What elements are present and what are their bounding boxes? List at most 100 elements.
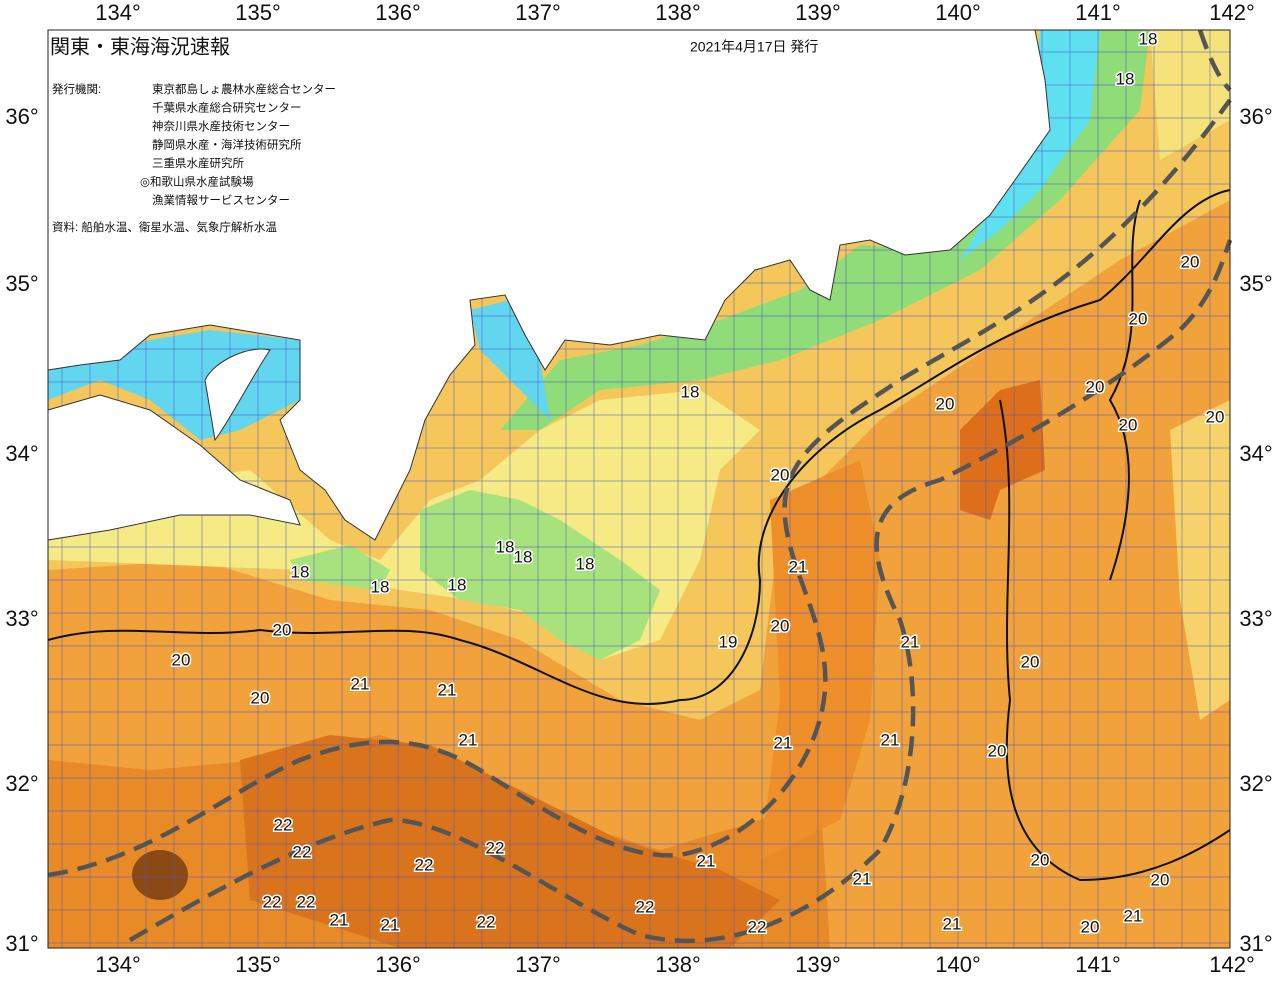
kuroshio-south <box>128 239 1233 944</box>
contour-label: 20 <box>1206 407 1225 426</box>
lon-label-bottom: 141° <box>1075 952 1121 977</box>
issuer: 漁業情報サービスセンター <box>152 193 290 207</box>
contour-label: 22 <box>297 892 316 911</box>
contour-label: 22 <box>486 838 505 857</box>
contour-label: 18 <box>576 554 595 573</box>
contour-label: 21 <box>1124 906 1143 925</box>
land <box>47 29 1051 541</box>
contour-20-ne <box>1108 199 1141 581</box>
lon-label-bottom: 135° <box>235 952 281 977</box>
lat-label-right: 36° <box>1239 104 1272 129</box>
contour-label: 20 <box>771 616 790 635</box>
lon-label-top: 136° <box>375 0 421 25</box>
contour-label: 18 <box>681 382 700 401</box>
kuroshio-north <box>47 98 1232 878</box>
lat-label-left: 35° <box>5 271 38 296</box>
issuer: 千葉県水産総合研究センター <box>152 101 302 115</box>
lon-label-bottom: 134° <box>95 952 141 977</box>
contour-label: 18 <box>448 575 467 594</box>
lon-label-bottom: 138° <box>655 952 701 977</box>
contour-label: 21 <box>697 851 716 870</box>
lat-label-left: 33° <box>5 606 38 631</box>
contour-label: 22 <box>263 892 282 911</box>
axes: 134° 134° 135° 135° 136° 136° 137° 137° 138° 138°… <box>5 0 1272 977</box>
contour-label: 21 <box>881 730 900 749</box>
contour-label: 22 <box>274 815 293 834</box>
contour-label: 22 <box>477 912 496 931</box>
contour-label: 21 <box>459 730 478 749</box>
lat-label-right: 31° <box>1239 931 1272 956</box>
contour-label: 18 <box>371 577 390 596</box>
contour-label: 22 <box>293 842 312 861</box>
lon-label-top: 141° <box>1075 0 1121 25</box>
lon-label-top: 138° <box>655 0 701 25</box>
lon-label-top: 142° <box>1209 0 1255 25</box>
lat-label-left: 36° <box>5 104 38 129</box>
sea-green-2 <box>290 545 390 590</box>
contour-label: 20 <box>1021 652 1040 671</box>
contour-label: 20 <box>771 465 790 484</box>
current-axis <box>47 29 1233 944</box>
contour-label: 22 <box>748 917 767 936</box>
front-ne <box>1197 29 1232 92</box>
contour-label: 19 <box>719 632 738 651</box>
lat-label-right: 32° <box>1239 771 1272 796</box>
issuer: ◎和歌山県水産試験場 <box>140 175 254 189</box>
issuer: 三重県水産研究所 <box>152 156 244 170</box>
contour-label: 21 <box>901 632 920 651</box>
contour-label: 20 <box>988 741 1007 760</box>
issuer: 東京都島しょ農林水産総合センター <box>152 82 336 96</box>
map-frame <box>47 29 1231 949</box>
contour-label: 21 <box>351 674 370 693</box>
contour-label: 22 <box>636 897 655 916</box>
land-awaji <box>204 348 271 442</box>
contour-label: 20 <box>1181 252 1200 271</box>
contour-label: 18 <box>1139 29 1158 48</box>
contour-label: 18 <box>514 547 533 566</box>
contour-label: 20 <box>273 620 292 639</box>
lat-label-right: 33° <box>1239 606 1272 631</box>
contour-label: 20 <box>1031 850 1050 869</box>
lon-label-top: 139° <box>795 0 841 25</box>
contour-label: 22 <box>415 855 434 874</box>
contour-label: 20 <box>1151 870 1170 889</box>
lon-label-top: 134° <box>95 0 141 25</box>
contour-label: 21 <box>330 910 349 929</box>
sea-warm-spot <box>132 850 188 900</box>
land-shikoku <box>47 394 301 541</box>
contour-20 <box>47 189 1231 705</box>
contour-label: 20 <box>1129 309 1148 328</box>
issue-date: 2021年4月17日 発行 <box>690 39 818 55</box>
land-honshu <box>47 29 1051 541</box>
contour-label: 20 <box>251 688 270 707</box>
contour-label: 21 <box>789 557 808 576</box>
contour-label: 20 <box>936 394 955 413</box>
contour-label: 21 <box>438 680 457 699</box>
lon-label-top: 137° <box>515 0 561 25</box>
lon-label-bottom: 136° <box>375 952 421 977</box>
lon-label-bottom: 137° <box>515 952 561 977</box>
lon-label-top: 135° <box>235 0 281 25</box>
lat-label-left: 34° <box>5 441 38 466</box>
lat-label-left: 31° <box>5 931 38 956</box>
contour-label: 20 <box>1081 917 1100 936</box>
lon-label-top: 140° <box>935 0 981 25</box>
contour-label: 20 <box>1086 377 1105 396</box>
title: 関東・東海海況速報 <box>50 35 230 58</box>
data-source: 資料: 船舶水温、衛星水温、気象庁解析水温 <box>52 220 277 234</box>
lat-label-right: 34° <box>1239 441 1272 466</box>
contour-label: 18 <box>496 537 515 556</box>
contour-label: 21 <box>853 869 872 888</box>
issuer: 静岡県水産・海洋技術研究所 <box>152 138 302 152</box>
lat-label-left: 32° <box>5 771 38 796</box>
contour-label: 21 <box>774 733 793 752</box>
issuers: 東京都島しょ農林水産総合センター千葉県水産総合研究センター神奈川県水産技術センタ… <box>140 82 336 207</box>
issuers-label: 発行機関: <box>52 82 101 96</box>
sea-yellow-e <box>1170 400 1230 720</box>
lon-label-bottom: 139° <box>795 952 841 977</box>
contour-label: 21 <box>943 914 962 933</box>
contour-20-east <box>999 399 1231 882</box>
contour-label: 20 <box>172 650 191 669</box>
